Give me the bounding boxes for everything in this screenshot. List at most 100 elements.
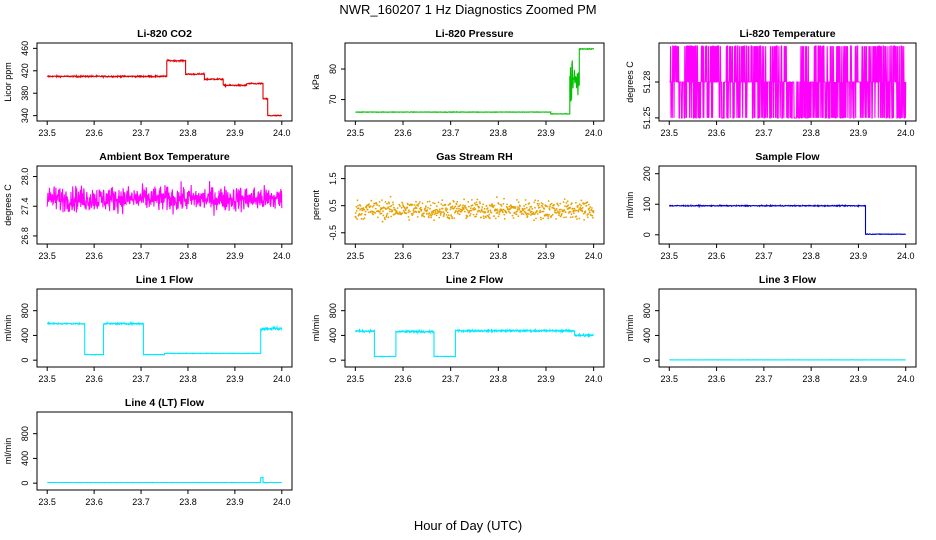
data-series [355,47,595,115]
x-tick-label: 23.8 [802,374,820,384]
x-tick-label: 23.9 [850,128,868,138]
data-point [576,218,578,220]
data-point [423,215,426,218]
data-point [575,215,578,218]
data-point [450,215,453,218]
data-point [485,205,488,207]
data-point [502,203,505,205]
data-point [359,204,362,207]
data-point [462,208,465,211]
data-series [668,203,906,236]
data-point [476,203,478,206]
data-point [400,206,403,209]
data-point [467,201,470,203]
data-point [390,204,393,207]
data-point [495,196,498,199]
data-point [478,206,480,209]
data-point [388,210,391,213]
plot-frame [36,288,293,368]
data-point [503,217,506,220]
chart-title: Gas Stream RH [436,151,512,163]
data-point [592,211,595,214]
data-point [388,208,391,210]
data-point [509,212,511,214]
data-point [458,213,461,216]
x-tick-label: 23.5 [661,251,679,261]
data-point [428,215,430,217]
data-point [525,213,528,216]
chart-title: Line 2 Flow [446,274,504,286]
x-tick-label: 23.7 [755,251,773,261]
data-point [546,213,549,216]
data-point [384,218,386,221]
data-point [449,208,452,211]
y-tick-label: 800 [20,303,30,318]
y-tick-label: 380 [20,86,30,101]
chart-panel: Li-820 CO2 Licor ppm 23.5 23.6 23.7 23.8 23.9 2… [3,28,293,138]
data-point [411,203,414,206]
x-tick-label: 23.7 [442,251,460,261]
data-point [453,207,456,209]
data-point [486,207,489,210]
y-tick-label: 0.5 [328,199,338,212]
data-point [446,211,449,214]
x-tick-label: 23.8 [179,497,197,507]
x-tick-label: 23.6 [708,251,726,261]
x-tick-label: 23.5 [661,128,679,138]
data-point [453,217,456,220]
data-point [475,215,477,218]
x-tick-label: 23.9 [226,251,244,261]
data-point [496,212,499,214]
data-point [377,216,379,219]
x-tick-label: 23.7 [132,374,150,384]
data-point [570,202,573,205]
data-point [415,207,418,210]
x-tick-label: 23.9 [537,251,555,261]
data-point [398,211,401,214]
x-tick-label: 23.7 [755,128,773,138]
data-point [366,208,369,211]
data-point [429,204,432,207]
y-tick-label: 420 [20,63,30,78]
y-tick-label: 400 [328,328,338,343]
data-point [525,212,527,215]
x-tick-label: 23.6 [708,374,726,384]
data-point [401,203,404,205]
y-axis-label: degrees C [625,61,635,103]
data-point [536,210,538,213]
x-tick-label: 23.5 [38,374,56,384]
data-point [489,209,492,212]
chart-panel: Li-820 Pressure kPa 23.5 23.6 23.7 23.8 23.9 24… [311,28,605,138]
y-tick-label: 800 [642,303,652,318]
data-point [537,204,540,207]
data-point [447,204,450,206]
data-point [415,211,418,214]
x-tick-label: 23.9 [850,374,868,384]
data-point [566,200,569,203]
data-series [354,327,595,358]
data-point [520,210,523,213]
x-tick-label: 24.0 [585,128,603,138]
chart-panel: Line 3 Flow ml/min 23.5 23.6 23.7 23.8 23.9 24.… [625,274,917,384]
data-point [455,203,458,206]
data-point [430,214,433,217]
data-point [433,219,435,222]
x-tick-label: 24.0 [897,128,915,138]
data-point [373,202,375,205]
series-line [46,320,283,356]
data-point [466,215,469,218]
data-point [429,207,431,210]
y-tick-label: 70 [328,95,338,105]
data-point [524,199,527,201]
data-point [456,200,459,203]
data-point [558,214,560,217]
data-point [523,207,526,210]
data-point [555,208,558,210]
x-tick-label: 23.5 [661,374,679,384]
data-point [578,217,581,220]
x-tick-label: 24.0 [273,251,291,261]
data-point [522,209,525,211]
data-point [536,203,539,205]
data-point [492,205,495,208]
